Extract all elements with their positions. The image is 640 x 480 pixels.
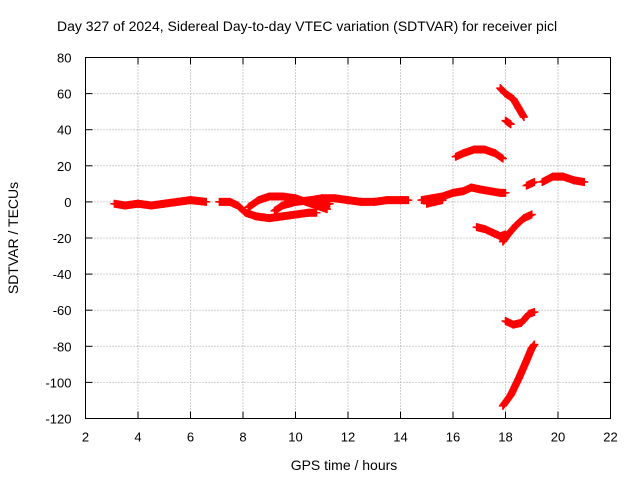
data-point [438,196,447,205]
data-segment [422,196,447,208]
x-tick-label: 10 [288,430,302,445]
x-tick-label: 18 [498,430,512,445]
x-tick-label: 14 [393,430,407,445]
y-tick-label: -80 [53,339,72,354]
x-tick-label: 22 [603,430,617,445]
y-tick-label: -40 [53,267,72,282]
y-tick-label: -100 [45,375,71,390]
y-tick-label: 60 [57,87,71,102]
x-tick-label: 4 [134,430,141,445]
data-segment [501,116,515,129]
data-point [312,208,321,217]
chart-title: Day 327 of 2024, Sidereal Day-to-day VTE… [57,18,557,34]
y-tick-label: 0 [64,195,71,210]
y-tick-label: -120 [45,412,71,427]
x-tick-label: 2 [82,430,89,445]
data-point [519,113,528,122]
y-tick-label: -60 [53,303,72,318]
data-point [530,178,539,187]
data-point [530,340,539,349]
x-tick-label: 8 [239,430,246,445]
data-point [325,199,334,208]
data-point [202,197,211,206]
x-tick-label: 6 [187,430,194,445]
data-segment [309,197,334,210]
data-segment [522,178,539,190]
data-point [530,308,539,317]
y-tick-label: 20 [57,159,71,174]
data-point [527,210,536,219]
grid-lines [85,57,611,419]
data-segment [501,308,539,329]
data-point [498,154,507,163]
data-point [506,120,515,129]
x-tick-label: 12 [341,430,355,445]
data-point [501,188,510,197]
data-segment [110,196,211,210]
y-axis-label: SDTVAR / TECUs [5,182,21,294]
x-tick-label: 20 [551,430,565,445]
data-point [580,178,589,187]
y-tick-label: 40 [57,123,71,138]
y-tick-label: -20 [53,231,72,246]
x-axis-label: GPS time / hours [291,457,398,473]
axis-ticks: 2 4 6 8 10 12 14 16 18 20 22 80 60 40 20 0 -20 -40 -60 -80 -… [45,51,617,445]
data-segment [498,210,536,246]
data-segment [270,194,413,215]
data-segment [451,145,507,163]
data-points [110,84,589,410]
x-tick-label: 16 [446,430,460,445]
data-segment [538,172,589,187]
data-point [404,196,413,205]
data-segment [498,340,539,410]
data-segment [417,183,510,205]
data-segment [496,84,528,122]
data-segment [215,197,321,223]
y-tick-label: 80 [57,51,71,66]
